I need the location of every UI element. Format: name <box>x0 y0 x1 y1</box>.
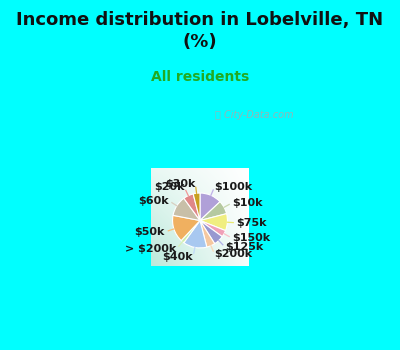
Text: $50k: $50k <box>135 227 165 237</box>
Text: $200k: $200k <box>214 249 253 259</box>
Wedge shape <box>200 202 226 220</box>
Wedge shape <box>200 220 222 244</box>
Text: $125k: $125k <box>225 242 264 252</box>
Wedge shape <box>200 214 228 231</box>
Text: $100k: $100k <box>214 182 253 192</box>
Wedge shape <box>200 193 220 220</box>
Text: $40k: $40k <box>162 252 193 261</box>
Text: $20k: $20k <box>154 182 184 192</box>
Wedge shape <box>200 220 215 247</box>
Wedge shape <box>184 220 207 248</box>
Text: > $200k: > $200k <box>125 244 176 254</box>
Wedge shape <box>172 215 200 240</box>
Text: Income distribution in Lobelville, TN
(%): Income distribution in Lobelville, TN (%… <box>16 10 384 51</box>
Text: ⓘ City-Data.com: ⓘ City-Data.com <box>214 110 293 120</box>
Text: $150k: $150k <box>232 233 270 243</box>
Text: All residents: All residents <box>151 70 249 84</box>
Text: $30k: $30k <box>165 179 195 189</box>
Text: $75k: $75k <box>237 218 267 228</box>
Wedge shape <box>173 198 200 220</box>
Wedge shape <box>184 194 200 220</box>
Wedge shape <box>193 193 200 220</box>
Text: $60k: $60k <box>138 196 169 206</box>
Wedge shape <box>200 220 226 237</box>
Wedge shape <box>181 220 200 243</box>
Text: $10k: $10k <box>232 198 263 208</box>
